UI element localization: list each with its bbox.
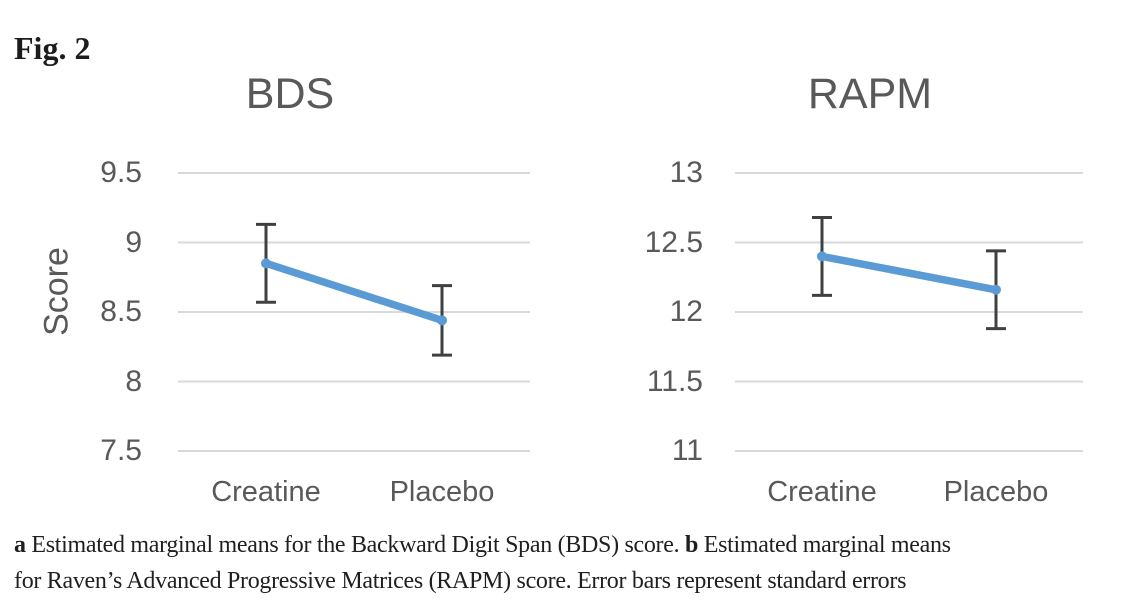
charts-container: BDS 9.5 9 8.5 8 7.5 Creatine Placebo Score RAPM 13… (37, 70, 1083, 508)
chart-title: RAPM (807, 70, 933, 118)
data-line (262, 259, 446, 325)
y-tick-label: 7.5 (100, 434, 142, 467)
chart-title: BDS (245, 70, 335, 118)
caption-text: for Raven’s Advanced Progressive Matrice… (14, 568, 907, 594)
x-category-label: Creatine (211, 476, 321, 508)
data-line (818, 252, 1000, 294)
data-point-marker (991, 284, 1001, 295)
y-tick-label: 13 (669, 156, 703, 189)
figure-label: Fig. 2 (14, 30, 91, 66)
y-tick-label: 12 (669, 295, 703, 328)
x-category-label: Placebo (389, 476, 495, 508)
y-tick-label: 9 (125, 225, 142, 259)
y-tick-label: 8 (125, 364, 142, 398)
caption-line: a Estimated marginal means for the Backw… (14, 527, 1124, 563)
chart-graphics-layer (178, 172, 1083, 452)
y-tick-label: 11.5 (646, 364, 703, 398)
x-category-label: Placebo (943, 476, 1049, 508)
x-category-label: Creatine (767, 476, 877, 508)
caption-panel-label: a (14, 532, 26, 558)
figure-caption: a Estimated marginal means for the Backw… (14, 527, 1124, 599)
y-tick-label: 11 (671, 434, 703, 467)
y-axis-title: Score (37, 247, 76, 336)
data-point-marker (261, 258, 271, 269)
caption-text: Estimated marginal means (698, 532, 951, 558)
caption-text: Estimated marginal means for the Backwar… (25, 532, 685, 558)
y-tick-label: 8.5 (100, 295, 142, 328)
data-point-marker (817, 251, 827, 262)
caption-panel-label: b (685, 532, 699, 558)
chart-bds (178, 172, 530, 452)
y-tick-label: 9.5 (100, 156, 142, 189)
caption-line: for Raven’s Advanced Progressive Matrice… (14, 563, 1124, 599)
chart-rapm (735, 172, 1083, 452)
data-point-marker (437, 315, 447, 326)
y-tick-label: 12.5 (644, 225, 703, 259)
